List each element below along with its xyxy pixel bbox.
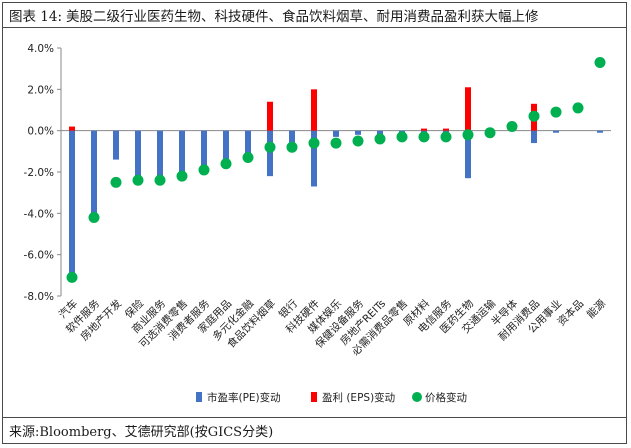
pe-bar [113, 130, 119, 160]
price-point [88, 211, 100, 223]
price-point [352, 135, 364, 147]
eps-bar [421, 128, 427, 131]
pe-bar [223, 130, 229, 164]
y-tick-label: -8.0% [24, 291, 54, 303]
y-tick-label: -2.0% [24, 167, 54, 179]
x-tick-label: 能源 [584, 297, 608, 321]
price-point [418, 131, 430, 143]
eps-bar [311, 89, 317, 131]
price-point [484, 127, 496, 139]
pe-bar [355, 130, 361, 135]
eps-bar [69, 126, 75, 131]
chart-title-bar: 图表 14: 美股二级行业医药生物、科技硬件、食品饮料烟草、耐用消费品盈利获大幅… [3, 3, 626, 28]
price-point [242, 152, 254, 164]
pe-bar [91, 130, 97, 220]
legend-pe-swatch [196, 392, 202, 402]
pe-bar [311, 130, 317, 187]
price-point [264, 141, 276, 153]
price-point [396, 131, 408, 143]
price-point [110, 176, 122, 188]
legend-price-swatch [412, 392, 422, 402]
eps-bar [267, 101, 273, 131]
legend-pe-label: 市盈率(PE)变动 [207, 391, 281, 404]
pe-bar [157, 130, 163, 181]
pe-bar [135, 130, 141, 181]
eps-bar [443, 128, 449, 131]
price-point [66, 271, 78, 283]
price-point [154, 174, 166, 186]
eps-bar [465, 87, 471, 131]
legend-price-label: 价格变动 [425, 391, 467, 404]
price-point [462, 129, 474, 141]
y-tick-label: 4.0% [27, 43, 54, 55]
price-point [132, 174, 144, 186]
pe-bar [333, 130, 339, 137]
pe-bar [531, 130, 537, 144]
price-point [374, 133, 386, 145]
legend-eps-swatch [311, 392, 317, 402]
price-point [572, 102, 584, 114]
chart-area: 4.0%2.0%0.0%-2.0%-4.0%-6.0%-8.0%汽车软件服务房地… [24, 43, 611, 404]
source-note: 来源:Bloomberg、艾德研究部(按GICS分类) [9, 425, 274, 440]
pe-bar [553, 130, 559, 133]
price-point [528, 110, 540, 122]
price-point [594, 56, 606, 68]
pe-bar [597, 130, 603, 133]
price-point [176, 170, 188, 182]
pe-bar [465, 130, 471, 179]
y-tick-label: -4.0% [24, 208, 54, 220]
y-tick-label: -6.0% [24, 250, 54, 262]
pe-bar [201, 130, 207, 172]
pe-bar [245, 130, 251, 156]
y-tick-label: 0.0% [27, 126, 54, 138]
source-bar: 来源:Bloomberg、艾德研究部(按GICS分类) [3, 417, 626, 443]
y-tick-label: 2.0% [27, 84, 54, 96]
price-point [550, 106, 562, 118]
price-point [330, 137, 342, 149]
pe-bar [179, 130, 185, 179]
chart-frame: 图表 14: 美股二级行业医药生物、科技硬件、食品饮料烟草、耐用消费品盈利获大幅… [2, 2, 627, 444]
chart-title: 美股二级行业医药生物、科技硬件、食品饮料烟草、耐用消费品盈利获大幅上修 [66, 9, 539, 25]
figure-label: 图表 14: [9, 9, 63, 25]
price-point [198, 164, 210, 176]
pe-bar [69, 130, 75, 282]
price-point [286, 141, 298, 153]
pe-bar [377, 130, 383, 135]
pe-bar [289, 130, 295, 146]
price-point [506, 121, 518, 133]
price-point [220, 158, 232, 170]
price-point [308, 137, 320, 149]
price-point [440, 131, 452, 143]
legend-eps-label: 盈利 (EPS)变动 [322, 391, 395, 404]
pe-bar [267, 130, 273, 177]
